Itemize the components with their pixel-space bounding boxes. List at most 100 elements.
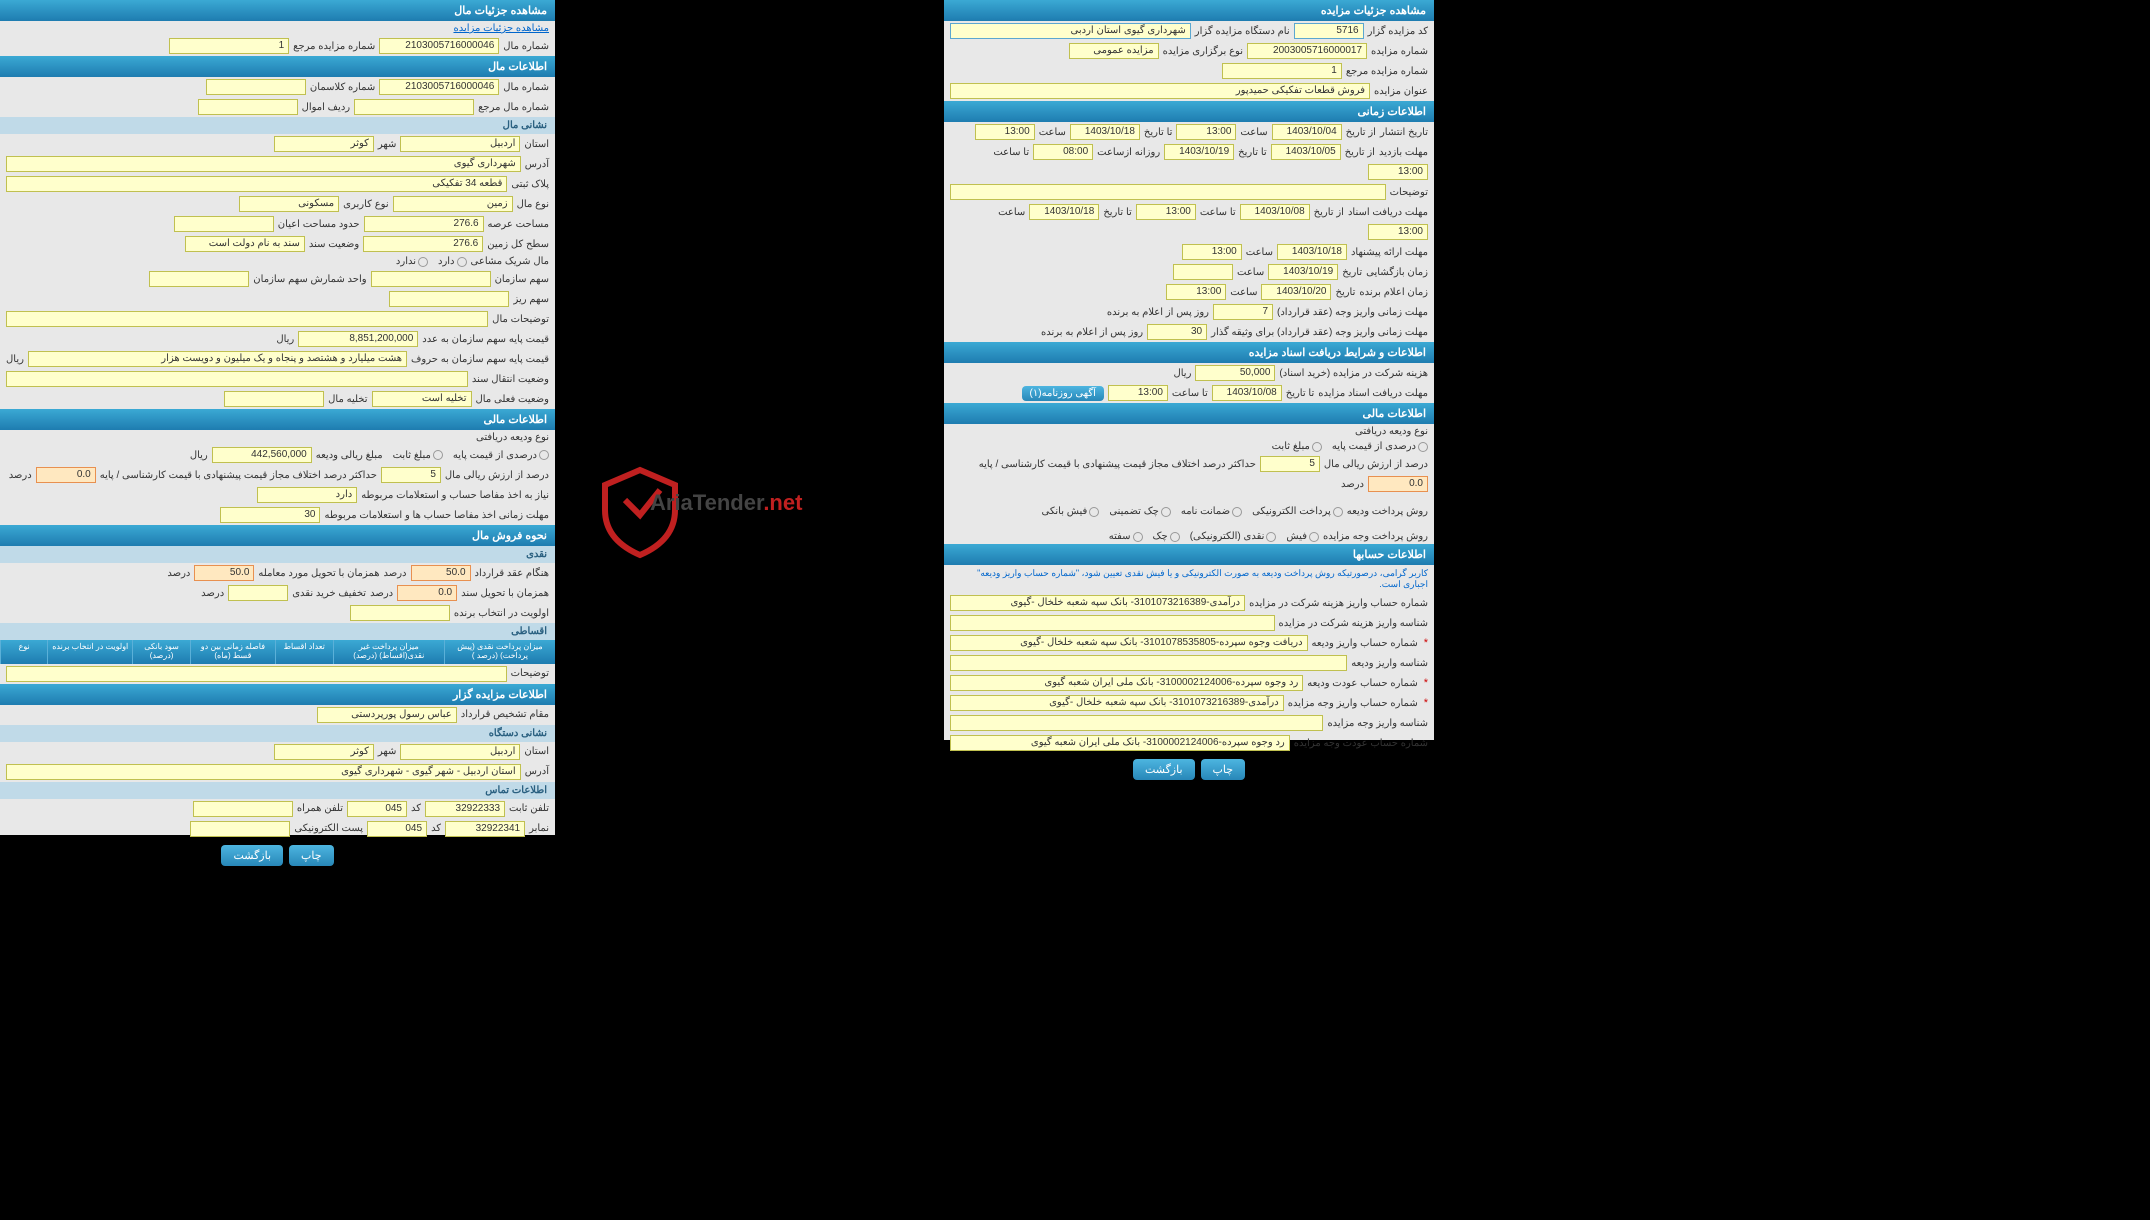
lbl-pay1: مهلت زمانی واریز وجه (عقد قرارداد) bbox=[1277, 307, 1428, 318]
field-open-d: 1403/10/19 bbox=[1268, 264, 1338, 280]
lbl-dep-type: نوع ودیعه دریافتی bbox=[1355, 426, 1428, 437]
lbl-shared: مال شریک مشاعی bbox=[471, 256, 549, 267]
opt-guar[interactable]: ضمانت نامه bbox=[1181, 506, 1242, 517]
property-details-panel: مشاهده جزئیات مال مشاهده جزئیات مزایده ش… bbox=[0, 0, 555, 835]
lbl-addr2: آدرس bbox=[525, 766, 549, 777]
field-mnum2: 2103005716000046 bbox=[379, 79, 499, 95]
field-priority bbox=[350, 605, 450, 621]
lbl-pay-method: روش پرداخت وجه مزایده bbox=[1323, 531, 1428, 542]
lbl-pct6: درصد bbox=[201, 588, 224, 599]
auction-details-panel: مشاهده جزئیات مزایده کد مزایده گزار 5716… bbox=[944, 0, 1434, 740]
opt-pct[interactable]: درصدی از قیمت پایه bbox=[1332, 441, 1428, 452]
lbl-code-l: کد bbox=[411, 803, 421, 814]
lbl-acc7: شناسه واریز وجه مزایده bbox=[1327, 718, 1428, 729]
lbl-h4: ساعت bbox=[1246, 247, 1273, 258]
lbl-h6: ساعت bbox=[1230, 287, 1257, 298]
field-on-transfer: 0.0 bbox=[397, 585, 457, 601]
lbl-plaque: پلاک ثبتی bbox=[511, 179, 549, 190]
field-prov2: اردبیل bbox=[400, 744, 520, 760]
lbl-tarikh1: تاریخ bbox=[1342, 267, 1362, 278]
field-doc-h2: 13:00 bbox=[1368, 224, 1428, 240]
installment-table-header: میزان پرداخت نقدی (پیش پرداخت) (درصد ) م… bbox=[0, 640, 555, 664]
field-acc5: رد وجوه سپرده-3100002124006- بانک ملی ای… bbox=[950, 675, 1303, 691]
lbl-acc8: شماره حساب عودت وجه مزایده bbox=[1294, 738, 1428, 749]
lbl-barea: حدود مساحت اعیان bbox=[278, 219, 360, 230]
field-auth: عباس رسول پورپردستی bbox=[317, 707, 457, 723]
opt-elec[interactable]: پرداخت الکترونیکی bbox=[1252, 506, 1343, 517]
field-acc4 bbox=[950, 655, 1347, 671]
lbl-fax: نمابر bbox=[529, 823, 549, 834]
btn-back-r[interactable]: بازگشت bbox=[1133, 759, 1195, 780]
field-doc-l: سند به نام دولت است bbox=[185, 236, 305, 252]
opt-fixed-l[interactable]: مبلغ ثابت bbox=[393, 450, 443, 461]
lbl-acc5: شماره حساب عودت ودیعه bbox=[1307, 678, 1417, 689]
btn-back-l[interactable]: بازگشت bbox=[221, 845, 283, 866]
btn-print-r[interactable]: چاپ bbox=[1201, 759, 1246, 780]
lbl-winner: زمان اعلام برنده bbox=[1359, 287, 1428, 298]
field-diff-l: 0.0 bbox=[36, 467, 96, 483]
field-ptype: زمین bbox=[393, 196, 513, 212]
opt-fish[interactable]: فیش bbox=[1286, 531, 1319, 542]
lbl-prow: ردیف اموال bbox=[302, 102, 351, 113]
field-doc2-h: 13:00 bbox=[1108, 385, 1168, 401]
field-rial-pct: 5 bbox=[1260, 456, 1320, 472]
star-icon: * bbox=[1424, 637, 1428, 649]
lbl-inst-notes: توضیحات bbox=[511, 668, 549, 679]
opt-safteh[interactable]: سفته bbox=[1109, 531, 1143, 542]
lbl-prov2: استان bbox=[524, 746, 549, 757]
btn-print-l[interactable]: چاپ bbox=[289, 845, 334, 866]
opt-fixed[interactable]: مبلغ ثابت bbox=[1272, 441, 1322, 452]
lbl-pnotes: توضیحات مال bbox=[492, 314, 549, 325]
field-acc2 bbox=[950, 615, 1275, 631]
sub-org-addr: نشانی دستگاه bbox=[0, 725, 555, 742]
btn-newspaper-ad[interactable]: آگهی روزنامه(۱) bbox=[1022, 386, 1104, 401]
lbl-vacate: تخلیه مال bbox=[328, 394, 367, 405]
link-auction-details[interactable]: مشاهده جزئیات مزایده bbox=[453, 23, 549, 34]
field-base-words: هشت میلیارد و هشتصد و پنجاه و یک میلیون … bbox=[28, 351, 407, 367]
lbl-on-transfer: همزمان با تحویل سند bbox=[461, 588, 549, 599]
opt-no[interactable]: ندارد bbox=[396, 256, 428, 267]
lbl-phone: تلفن ثابت bbox=[509, 803, 549, 814]
field-on-delivery: 50.0 bbox=[194, 565, 254, 581]
field-visit-h2: 13:00 bbox=[1368, 164, 1428, 180]
lbl-city: شهر bbox=[378, 139, 397, 150]
lbl-dep-method: روش پرداخت ودیعه bbox=[1347, 506, 1428, 517]
lbl-to3: تا تاریخ bbox=[1103, 207, 1132, 218]
field-doc2-to: 1403/10/08 bbox=[1212, 385, 1282, 401]
field-offer-d: 1403/10/18 bbox=[1277, 244, 1347, 260]
field-addr: شهرداری گیوی bbox=[6, 156, 521, 172]
lbl-toh3: تا ساعت bbox=[1172, 388, 1208, 399]
star-icon: * bbox=[1424, 697, 1428, 709]
field-land: 276.6 bbox=[363, 236, 483, 252]
watermark-text: AriaTender.net bbox=[650, 490, 802, 516]
lbl-ptype: نوع مال bbox=[517, 199, 549, 210]
field-transfer bbox=[6, 371, 468, 387]
lbl-open: زمان بازگشایی bbox=[1366, 267, 1428, 278]
opt-chk-guar[interactable]: چک تضمینی bbox=[1109, 506, 1171, 517]
lbl-dep-amount: مبلغ ریالی ودیعه bbox=[316, 450, 383, 461]
field-city: کوثر bbox=[274, 136, 374, 152]
field-addr2: استان اردبیل - شهر گیوی - شهرداری گیوی bbox=[6, 764, 521, 780]
lbl-class: شماره کلاسمان bbox=[310, 82, 375, 93]
lbl-mref: شماره مال مرجع bbox=[478, 102, 549, 113]
field-pub-h2: 13:00 bbox=[975, 124, 1035, 140]
opt-cash-e[interactable]: نقدی (الکترونیکی) bbox=[1190, 531, 1277, 542]
opt-bank[interactable]: فیش بانکی bbox=[1042, 506, 1100, 517]
lbl-code: کد مزایده گزار bbox=[1368, 26, 1428, 37]
field-prow bbox=[198, 99, 298, 115]
field-prov: اردبیل bbox=[400, 136, 520, 152]
lbl-org-share: سهم سازمان bbox=[495, 274, 549, 285]
field-mref bbox=[354, 99, 474, 115]
lbl-doc2: مهلت دریافت اسناد مزایده bbox=[1318, 388, 1428, 399]
lbl-clearance: نیاز به اخذ مفاصا حساب و استعلامات مربوط… bbox=[361, 490, 549, 501]
field-pnotes bbox=[6, 311, 488, 327]
opt-has[interactable]: دارد bbox=[438, 256, 467, 267]
field-current: تخلیه است bbox=[372, 391, 472, 407]
field-winner-h: 13:00 bbox=[1166, 284, 1226, 300]
field-code2: 045 bbox=[367, 821, 427, 837]
lbl-title: عنوان مزایده bbox=[1374, 86, 1428, 97]
opt-chk[interactable]: چک bbox=[1153, 531, 1180, 542]
opt-pct-l[interactable]: درصدی از قیمت پایه bbox=[453, 450, 549, 461]
lbl-mobile: تلفن همراه bbox=[297, 803, 343, 814]
lbl-current: وضعیت فعلی مال bbox=[476, 394, 549, 405]
